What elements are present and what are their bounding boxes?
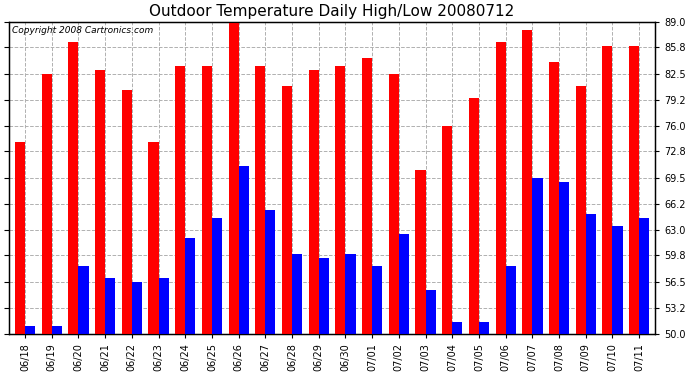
Bar: [266, 210, 275, 334]
Bar: [95, 70, 105, 334]
Bar: [52, 326, 62, 334]
Bar: [239, 166, 249, 334]
Bar: [132, 282, 142, 334]
Bar: [613, 226, 622, 334]
Bar: [121, 90, 132, 334]
Bar: [15, 142, 25, 334]
Bar: [575, 86, 586, 334]
Bar: [372, 266, 382, 334]
Title: Outdoor Temperature Daily High/Low 20080712: Outdoor Temperature Daily High/Low 20080…: [150, 4, 515, 19]
Bar: [346, 254, 355, 334]
Bar: [41, 74, 52, 334]
Bar: [495, 42, 506, 334]
Bar: [639, 218, 649, 334]
Bar: [533, 178, 542, 334]
Bar: [586, 214, 596, 334]
Bar: [319, 258, 329, 334]
Bar: [335, 66, 346, 334]
Bar: [442, 126, 452, 334]
Bar: [148, 142, 159, 334]
Bar: [506, 266, 516, 334]
Bar: [68, 42, 79, 334]
Bar: [415, 170, 426, 334]
Bar: [79, 266, 88, 334]
Bar: [469, 98, 479, 334]
Bar: [452, 322, 462, 334]
Bar: [559, 182, 569, 334]
Bar: [388, 74, 399, 334]
Bar: [201, 66, 212, 334]
Bar: [255, 66, 266, 334]
Bar: [185, 238, 195, 334]
Bar: [25, 326, 35, 334]
Bar: [105, 278, 115, 334]
Bar: [175, 66, 185, 334]
Bar: [282, 86, 292, 334]
Bar: [362, 58, 372, 334]
Bar: [549, 62, 559, 334]
Bar: [629, 46, 639, 334]
Bar: [308, 70, 319, 334]
Bar: [399, 234, 409, 334]
Bar: [522, 30, 533, 334]
Bar: [159, 278, 168, 334]
Bar: [479, 322, 489, 334]
Bar: [602, 46, 613, 334]
Text: Copyright 2008 Cartronics.com: Copyright 2008 Cartronics.com: [12, 26, 153, 35]
Bar: [292, 254, 302, 334]
Bar: [212, 218, 222, 334]
Bar: [228, 22, 239, 334]
Bar: [426, 290, 435, 334]
